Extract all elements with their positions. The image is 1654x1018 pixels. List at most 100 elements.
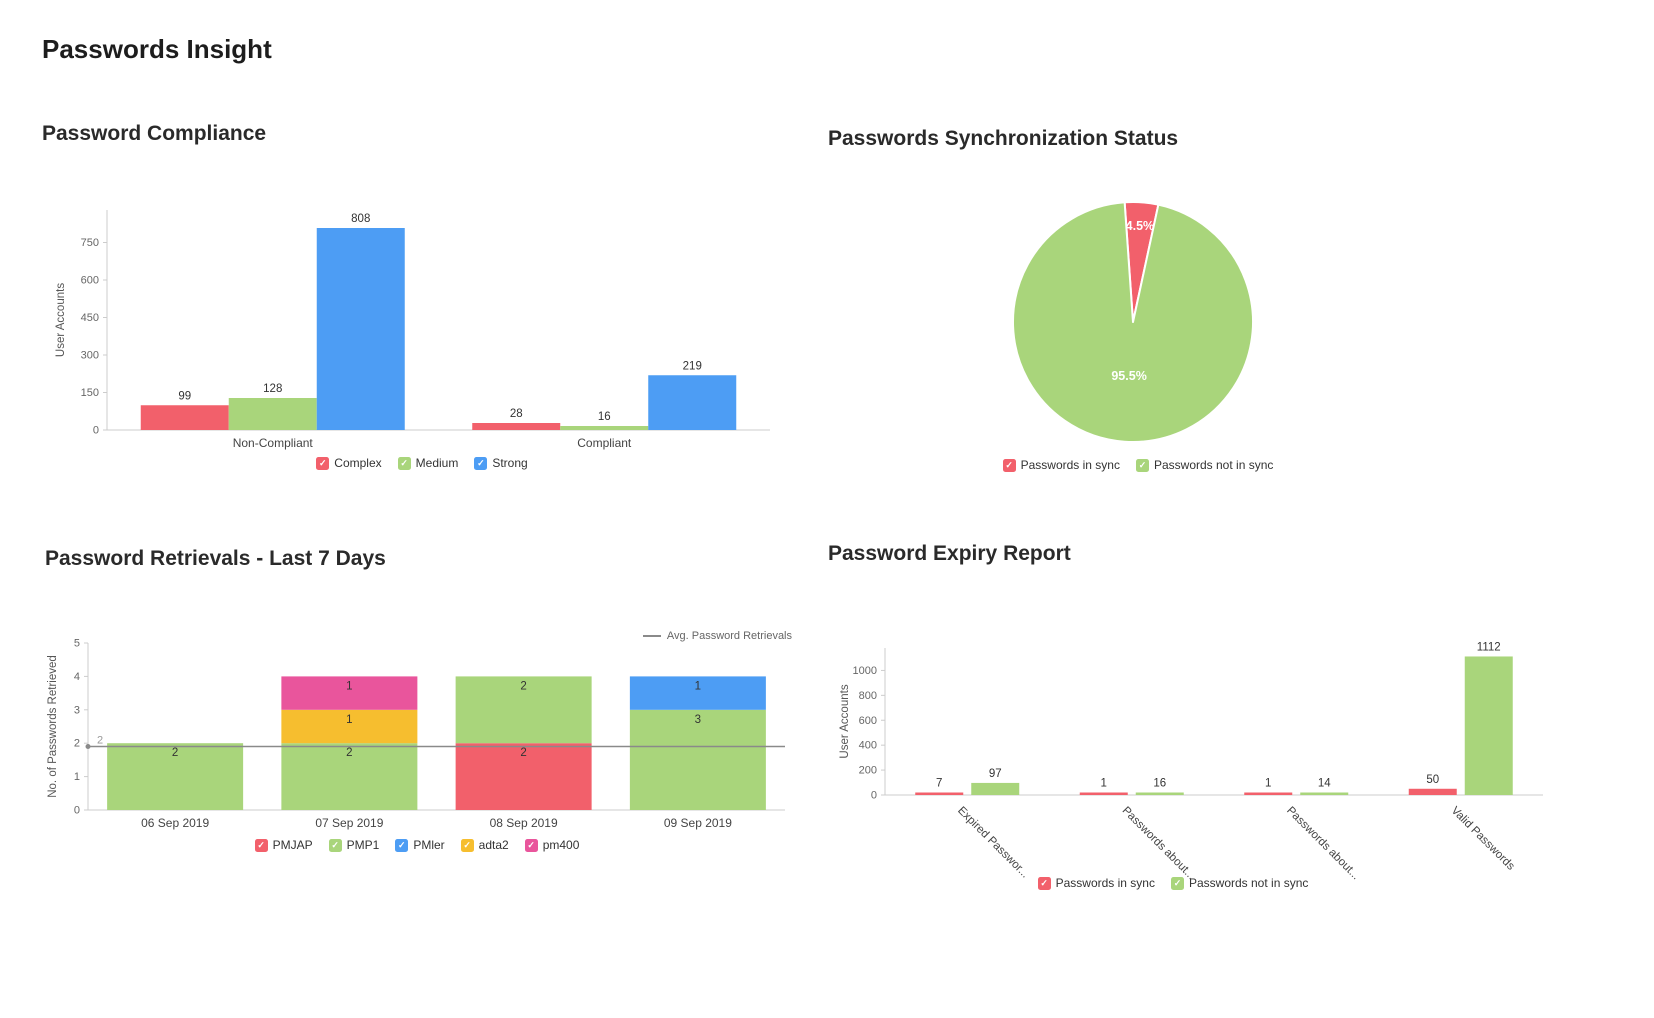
password-retrievals-chart[interactable]: 0 1 2 3 4 5 No. of Passwords Retrieved 06 Sep 2… [42,622,792,837]
bar-value-label: 16 [598,411,611,423]
legend-item-passwords-in-sync[interactable]: ✓ Passwords in sync [1002,458,1120,472]
pie-slice-passwords-not-in-sync[interactable] [1012,201,1254,443]
page-title: Passwords Insight [42,34,272,64]
bar-Complex[interactable] [472,423,561,430]
bar-Passwords not in sync[interactable] [1464,656,1513,795]
y-axis-label: User Accounts [839,684,851,758]
x-category-label: Passwords about... [1284,805,1362,883]
y-tick-label: 150 [81,387,99,399]
password-retrievals-legend: ✓ PMJAP ✓ PMP1 ✓ PMler ✓ adta2 ✓ pm400 [42,838,792,852]
legend-checkbox-icon: ✓ [524,838,538,852]
legend-checkbox-icon: ✓ [1135,458,1149,472]
x-category-label: Compliant [577,436,632,450]
legend-item-pm400[interactable]: ✓ pm400 [524,838,580,852]
segment-value-label: 3 [695,714,701,726]
x-category-label: Non-Compliant [233,436,314,450]
bar-Complex[interactable] [140,405,229,430]
avg-line-icon [642,635,661,637]
stack-segment-PMJAP[interactable] [455,743,592,810]
segment-value-label: 2 [520,747,526,759]
stack-segment-PMP1[interactable] [455,676,592,744]
y-tick-label: 400 [859,740,877,752]
segment-value-label: 1 [346,680,352,692]
y-tick-label: 4 [74,671,80,683]
legend-item-adta2[interactable]: ✓ adta2 [460,838,509,852]
bar-value-label: 1 [1101,778,1107,790]
y-tick-label: 200 [859,765,877,777]
legend-item-pmjap[interactable]: ✓ PMJAP [254,838,313,852]
y-tick-label: 800 [859,690,877,702]
legend-checkbox-icon: ✓ [397,456,411,470]
legend-item-passwords-in-sync[interactable]: ✓ Passwords in sync [1037,876,1155,890]
bar-Medium[interactable] [560,426,649,430]
stack-segment-PMler[interactable] [629,676,766,710]
x-category-label: 06 Sep 2019 [141,816,209,830]
pie-slice-label: 4.5% [1126,219,1155,233]
bar-Passwords in sync[interactable] [1408,788,1457,795]
y-tick-label: 750 [81,237,99,249]
legend-label: Medium [415,456,459,470]
legend-label: adta2 [478,838,509,852]
x-category-label: 08 Sep 2019 [490,816,558,830]
bar-value-label: 1 [1265,778,1271,790]
bar-Passwords not in sync[interactable] [1300,792,1349,796]
legend-item-medium[interactable]: ✓ Medium [397,456,459,470]
stack-segment-PMP1[interactable] [629,709,766,810]
stack-segment-pm400[interactable] [281,676,418,710]
legend-item-complex[interactable]: ✓ Complex [316,456,382,470]
legend-label: Passwords in sync [1055,876,1155,890]
bar-value-label: 99 [178,390,191,402]
y-tick-label: 2 [74,738,80,750]
bar-Passwords in sync[interactable] [1079,792,1128,796]
bar-Strong[interactable] [648,375,737,430]
x-category-label: Valid Passwords [1449,805,1517,873]
y-tick-label: 1000 [853,665,877,677]
bar-Passwords not in sync[interactable] [971,782,1020,795]
y-tick-label: 5 [74,638,80,650]
passwords-synchronization-pie-chart[interactable]: 4.5% 95.5% [993,182,1273,462]
y-tick-label: 600 [81,275,99,287]
segment-value-label: 1 [695,680,701,692]
bar-Passwords not in sync[interactable] [1135,792,1184,796]
x-category-label: Expired Passwor... [955,805,1031,881]
legend-item-strong[interactable]: ✓ Strong [474,456,528,470]
y-axis-label: User Accounts [55,283,67,357]
stack-segment-PMP1[interactable] [107,743,244,810]
y-tick-label: 300 [81,350,99,362]
avg-password-retrievals-legend[interactable]: Avg. Password Retrievals [342,630,792,642]
legend-checkbox-icon: ✓ [316,456,330,470]
legend-label: Passwords not in sync [1188,876,1309,890]
legend-item-pmp1[interactable]: ✓ PMP1 [328,838,379,852]
segment-value-label: 2 [172,747,178,759]
bar-Passwords in sync[interactable] [1244,792,1293,796]
legend-checkbox-icon: ✓ [1002,458,1016,472]
chart-title-password-expiry-report: Password Expiry Report [828,542,1071,565]
legend-checkbox-icon: ✓ [1037,876,1051,890]
y-tick-label: 3 [74,704,80,716]
legend-checkbox-icon: ✓ [460,838,474,852]
legend-label: Strong [492,456,528,470]
legend-item-passwords-not-in-sync[interactable]: ✓ Passwords not in sync [1135,458,1273,472]
bar-value-label: 808 [351,213,370,225]
y-tick-label: 1 [74,771,80,783]
bar-value-label: 16 [1153,778,1166,790]
bar-Medium[interactable] [228,398,317,430]
legend-checkbox-icon: ✓ [474,456,488,470]
x-category-label: 09 Sep 2019 [664,816,732,830]
legend-label: pm400 [542,838,580,852]
avg-line-value-label: 2 [97,735,103,747]
segment-value-label: 2 [520,680,526,692]
legend-label: PMler [413,838,445,852]
stack-segment-adta2[interactable] [281,709,418,744]
passwords-synchronization-legend: ✓ Passwords in sync ✓ Passwords not in sync [828,458,1448,472]
stack-segment-PMP1[interactable] [281,743,418,810]
legend-item-passwords-not-in-sync[interactable]: ✓ Passwords not in sync [1170,876,1309,890]
legend-label: Complex [334,456,382,470]
bar-Passwords in sync[interactable] [915,792,964,796]
bar-Strong[interactable] [316,228,405,430]
password-compliance-chart[interactable]: 0 150 300 450 600 750 User Accounts Non-Complia… [42,188,802,450]
y-tick-label: 0 [74,805,80,817]
chart-title-passwords-synchronization-status: Passwords Synchronization Status [828,127,1179,150]
legend-item-pmler[interactable]: ✓ PMler [395,838,445,852]
